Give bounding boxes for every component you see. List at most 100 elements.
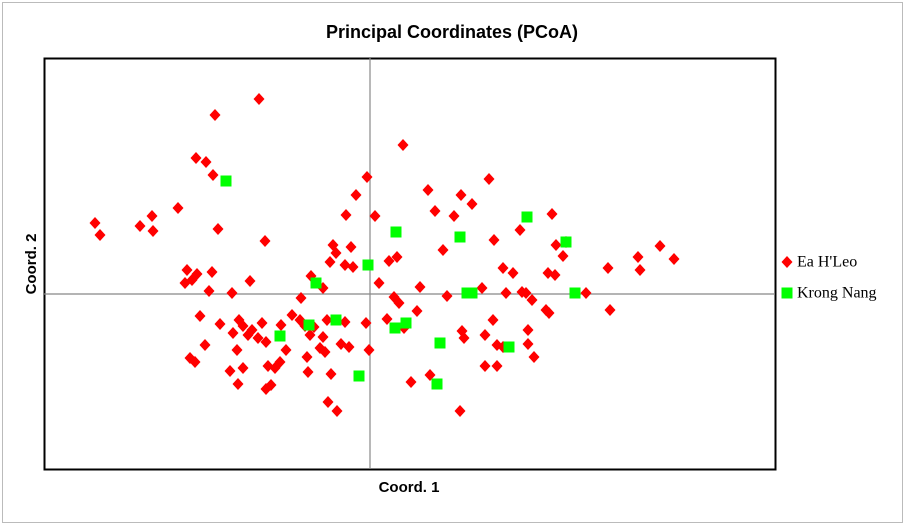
point bbox=[146, 210, 158, 222]
point bbox=[181, 264, 193, 276]
point bbox=[89, 217, 101, 229]
point bbox=[304, 329, 316, 341]
point bbox=[265, 379, 277, 391]
point bbox=[260, 336, 272, 348]
point bbox=[497, 262, 509, 274]
point bbox=[569, 287, 581, 299]
point bbox=[227, 327, 239, 339]
point bbox=[414, 281, 426, 293]
point bbox=[522, 324, 534, 336]
point bbox=[203, 285, 215, 297]
point bbox=[214, 318, 226, 330]
point bbox=[207, 169, 219, 181]
x-axis-label: Coord. 1 bbox=[379, 479, 440, 496]
point bbox=[400, 317, 412, 329]
point bbox=[253, 93, 265, 105]
point bbox=[343, 341, 355, 353]
point bbox=[466, 287, 478, 299]
point bbox=[330, 247, 342, 259]
point bbox=[360, 317, 372, 329]
point bbox=[560, 236, 572, 248]
point bbox=[557, 250, 569, 262]
point bbox=[431, 378, 443, 390]
point bbox=[543, 307, 555, 319]
point bbox=[322, 396, 334, 408]
point bbox=[526, 294, 538, 306]
point bbox=[353, 370, 365, 382]
point bbox=[339, 259, 351, 271]
point bbox=[405, 376, 417, 388]
point bbox=[602, 262, 614, 274]
point bbox=[549, 269, 561, 281]
point bbox=[522, 338, 534, 350]
point bbox=[147, 225, 159, 237]
point bbox=[521, 211, 533, 223]
point bbox=[302, 366, 314, 378]
point bbox=[319, 346, 331, 358]
point bbox=[310, 277, 322, 289]
point bbox=[483, 173, 495, 185]
legend-label: Krong Nang bbox=[797, 285, 877, 302]
point bbox=[528, 351, 540, 363]
point bbox=[212, 223, 224, 235]
legend-label: Ea H'Leo bbox=[797, 254, 857, 271]
point bbox=[383, 255, 395, 267]
point bbox=[476, 282, 488, 294]
point bbox=[317, 331, 329, 343]
point bbox=[350, 189, 362, 201]
point bbox=[220, 175, 232, 187]
point bbox=[242, 329, 254, 341]
point bbox=[381, 313, 393, 325]
point bbox=[231, 344, 243, 356]
point bbox=[390, 226, 402, 238]
point bbox=[363, 344, 375, 356]
point bbox=[466, 198, 478, 210]
point bbox=[429, 205, 441, 217]
point bbox=[274, 330, 286, 342]
point bbox=[546, 208, 558, 220]
point bbox=[634, 264, 646, 276]
point bbox=[491, 339, 503, 351]
point bbox=[507, 267, 519, 279]
point bbox=[345, 241, 357, 253]
point bbox=[259, 235, 271, 247]
plot-area bbox=[43, 57, 777, 471]
point bbox=[455, 189, 467, 201]
chart-title: Principal Coordinates (PCoA) bbox=[326, 22, 578, 42]
point bbox=[388, 291, 400, 303]
point bbox=[389, 322, 401, 334]
y-axis-label: Coord. 2 bbox=[23, 234, 40, 295]
point bbox=[604, 304, 616, 316]
legend-marker bbox=[781, 287, 793, 299]
point bbox=[275, 319, 287, 331]
point bbox=[194, 310, 206, 322]
point bbox=[226, 287, 238, 299]
point bbox=[550, 239, 562, 251]
point bbox=[391, 251, 403, 263]
point bbox=[94, 229, 106, 241]
point bbox=[189, 356, 201, 368]
point bbox=[321, 314, 333, 326]
point bbox=[209, 109, 221, 121]
point bbox=[500, 287, 512, 299]
point bbox=[295, 292, 307, 304]
point bbox=[224, 365, 236, 377]
point bbox=[434, 337, 446, 349]
point bbox=[190, 152, 202, 164]
point bbox=[654, 240, 666, 252]
point bbox=[361, 171, 373, 183]
point bbox=[373, 277, 385, 289]
legend-marker bbox=[781, 256, 793, 268]
point bbox=[280, 344, 292, 356]
point bbox=[244, 275, 256, 287]
point bbox=[134, 220, 146, 232]
point bbox=[632, 251, 644, 263]
point bbox=[454, 231, 466, 243]
point bbox=[362, 259, 374, 271]
point bbox=[324, 256, 336, 268]
point bbox=[200, 156, 212, 168]
point bbox=[488, 234, 500, 246]
point bbox=[479, 329, 491, 341]
point bbox=[514, 224, 526, 236]
